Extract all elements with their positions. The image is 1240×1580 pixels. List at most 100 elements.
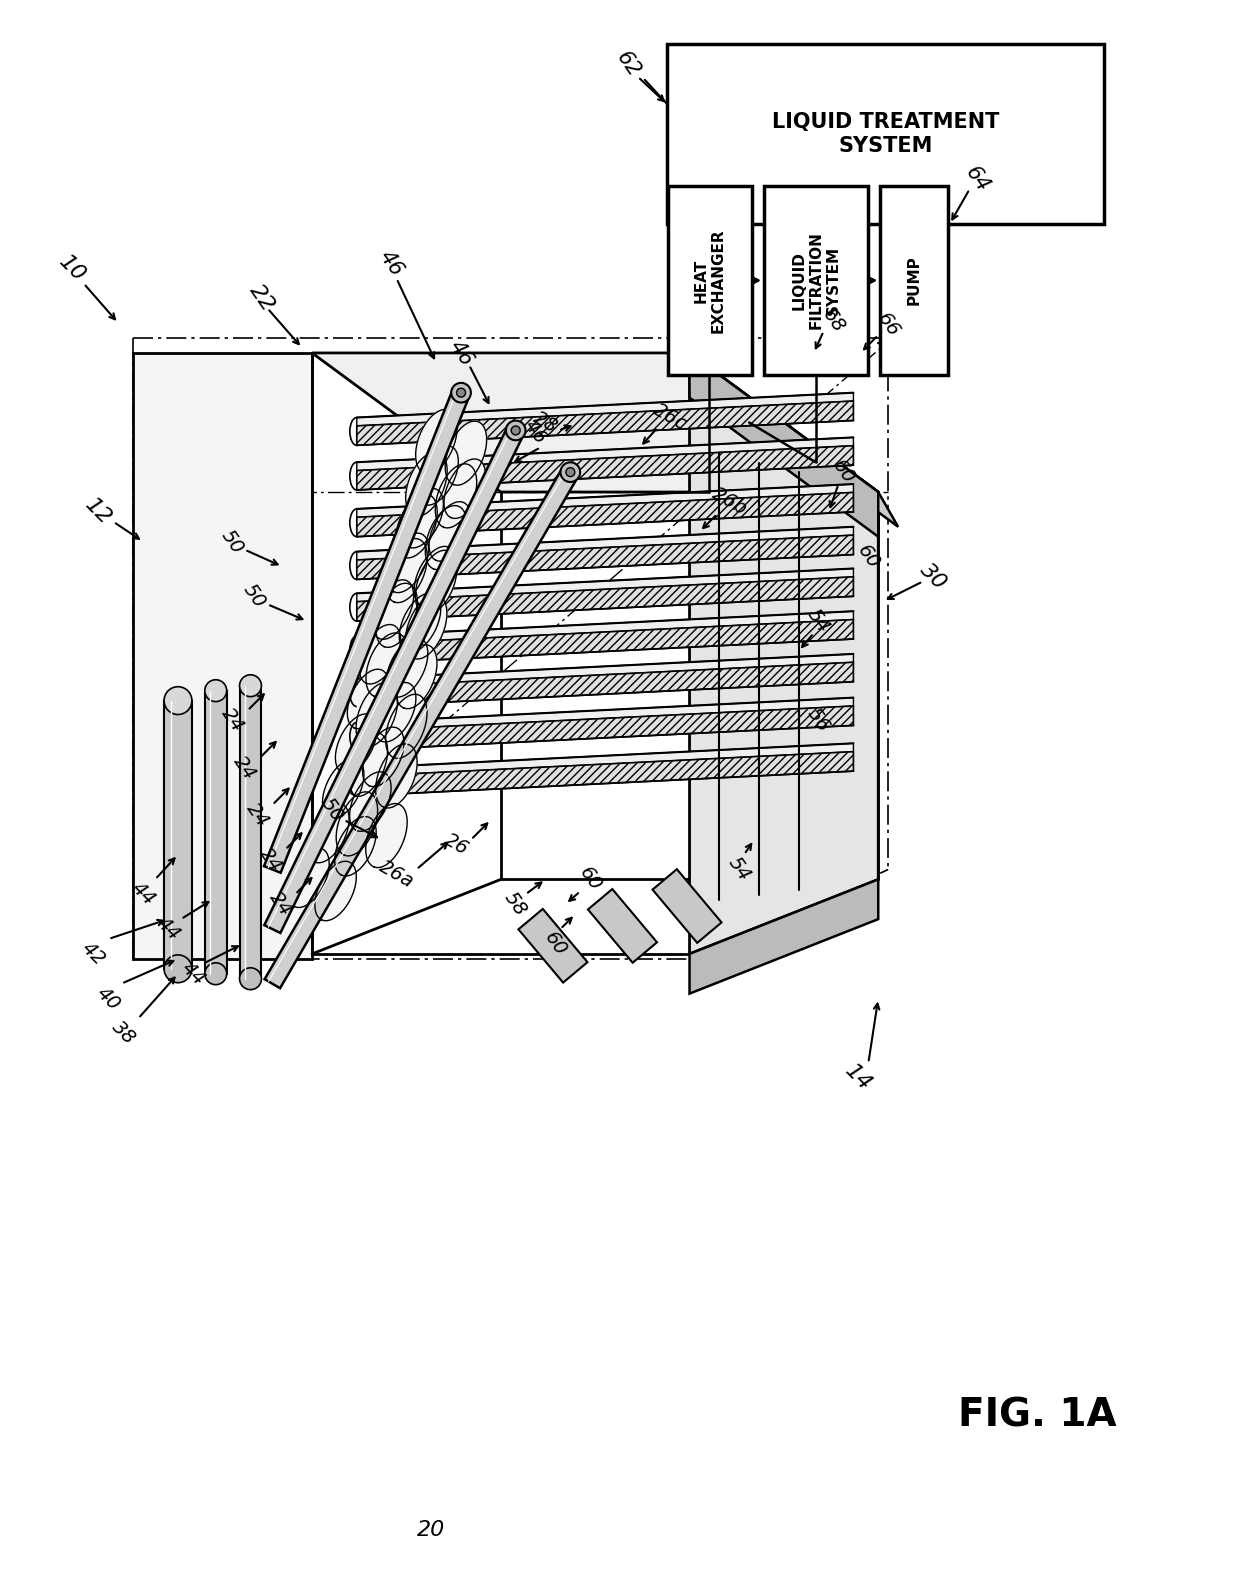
Text: 24: 24 [218,705,248,736]
Polygon shape [376,744,417,807]
Text: 12: 12 [82,495,115,529]
Text: 24: 24 [265,888,295,920]
Text: 38: 38 [108,1018,139,1049]
Polygon shape [425,506,466,570]
Circle shape [164,954,192,983]
Polygon shape [518,908,588,983]
Circle shape [456,389,465,397]
Text: 66: 66 [873,310,903,341]
Polygon shape [205,690,227,973]
Text: 26a: 26a [376,856,417,891]
Polygon shape [445,422,486,485]
Polygon shape [357,393,853,427]
Polygon shape [336,792,378,856]
Text: 60: 60 [828,457,858,488]
Polygon shape [308,803,348,863]
Polygon shape [414,547,455,605]
Text: 22: 22 [246,281,279,316]
Polygon shape [312,352,878,491]
Polygon shape [689,352,898,526]
Polygon shape [315,861,356,921]
Polygon shape [264,389,470,872]
Text: HEAT
EXCHANGER: HEAT EXCHANGER [693,228,727,333]
Polygon shape [387,532,429,592]
Text: 64: 64 [962,163,993,196]
Polygon shape [264,468,578,988]
Text: 46: 46 [376,246,407,280]
Polygon shape [387,638,428,697]
Polygon shape [366,634,408,697]
Circle shape [239,675,262,697]
Text: 14: 14 [841,1062,875,1095]
Text: 60: 60 [541,929,570,959]
Polygon shape [357,752,853,796]
Polygon shape [357,706,853,750]
Text: 46: 46 [445,337,477,370]
Polygon shape [372,580,414,640]
Text: 28: 28 [529,408,560,438]
Polygon shape [357,526,853,559]
Polygon shape [689,352,878,954]
Text: PUMP: PUMP [906,256,921,305]
Polygon shape [386,694,427,758]
Polygon shape [415,409,458,474]
Text: 54: 54 [804,605,833,637]
Text: 58: 58 [501,888,531,920]
Polygon shape [357,611,853,645]
Circle shape [506,420,526,441]
Text: 50: 50 [317,795,347,825]
Polygon shape [415,550,456,615]
Polygon shape [444,458,485,518]
Text: 44: 44 [128,878,159,910]
Text: 24: 24 [255,844,285,875]
Text: 30: 30 [916,559,950,594]
Polygon shape [357,698,853,732]
Polygon shape [357,446,853,490]
Text: 10: 10 [55,251,89,286]
Polygon shape [652,869,722,943]
Text: 26b: 26b [708,485,750,520]
Polygon shape [402,488,444,548]
Polygon shape [239,686,262,978]
Polygon shape [357,619,853,664]
Polygon shape [435,465,476,528]
Polygon shape [362,727,404,787]
Polygon shape [357,536,853,580]
Circle shape [205,962,227,984]
Text: 42: 42 [78,939,109,970]
Polygon shape [417,446,459,506]
Text: 24: 24 [229,752,259,784]
Text: 44: 44 [177,959,208,989]
Polygon shape [133,352,312,959]
Text: 54: 54 [724,853,754,885]
Text: 56: 56 [804,705,833,736]
Polygon shape [357,569,853,602]
Circle shape [560,463,580,482]
Polygon shape [288,848,329,907]
Polygon shape [386,539,428,602]
Polygon shape [322,758,363,818]
Text: 50: 50 [218,526,248,558]
Circle shape [511,427,520,435]
Text: FIG. 1A: FIG. 1A [957,1397,1116,1435]
Polygon shape [396,645,436,709]
Text: 68: 68 [818,305,848,337]
Text: 44: 44 [153,913,184,945]
Polygon shape [356,683,398,747]
Polygon shape [366,804,407,867]
Text: LIQUID TREATMENT
SYSTEM: LIQUID TREATMENT SYSTEM [771,112,999,155]
Polygon shape [374,683,415,743]
Polygon shape [396,495,438,558]
Polygon shape [357,493,853,537]
Text: 26: 26 [440,830,471,860]
Text: 20: 20 [417,1520,445,1540]
Circle shape [239,969,262,989]
Polygon shape [350,771,391,831]
Circle shape [205,679,227,702]
Polygon shape [429,501,470,561]
Polygon shape [164,700,192,969]
Text: 50: 50 [239,581,269,611]
Text: 60: 60 [575,864,605,894]
Polygon shape [357,577,853,621]
Polygon shape [347,670,389,728]
